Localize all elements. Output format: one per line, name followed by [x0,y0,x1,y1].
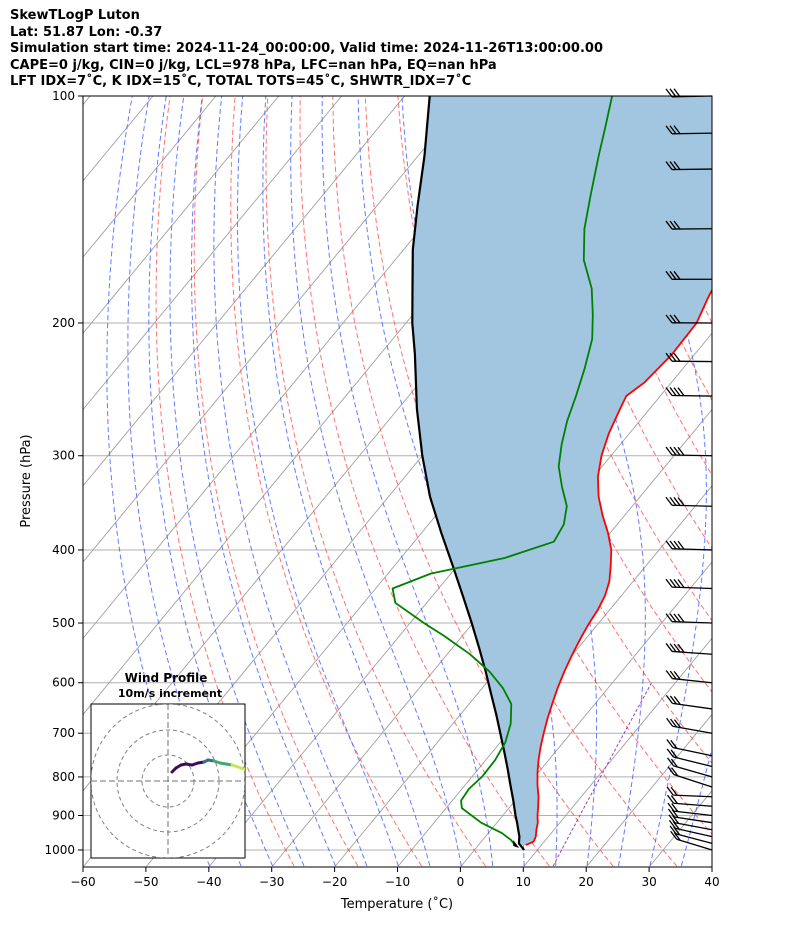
y-tick-label: 200 [52,316,75,330]
dry-adiabat-line [230,96,423,867]
isotherm-line [586,713,712,867]
x-tick-label: −30 [259,875,284,889]
x-tick-label: −60 [70,875,95,889]
wind-barb [667,794,713,807]
wind-barb [665,270,713,280]
x-tick-label: −50 [133,875,158,889]
isotherm-line [83,96,91,106]
moist-adiabat-line [169,96,305,867]
indices-label-1: CAPE=0 j/kg, CIN=0 j/kg, LCL=978 hPa, LF… [10,57,497,73]
wind-barb [666,786,713,798]
isotherm-line [83,96,405,487]
x-tick-label: −20 [322,875,347,889]
isotherm-line [776,96,794,866]
isotherm-line [523,637,712,867]
wind-barb [665,540,713,551]
moist-adiabat-line [321,96,494,867]
moist-adiabat-line [262,96,431,867]
x-tick-label: −10 [385,875,410,889]
wind-barb [665,352,713,363]
wind-barb [665,161,713,171]
wind-barb [666,748,713,768]
moist-adiabat-line [237,96,399,867]
y-tick-label: 100 [52,89,75,103]
wind-barb [665,496,713,507]
isotherm-line [460,561,712,867]
surface-marker [513,840,520,849]
wind-barb [665,643,713,655]
y-axis-label: Pressure (hPa) [19,434,34,527]
y-tick-label: 900 [52,808,75,822]
x-tick-label: 10 [516,875,531,889]
moist-adiabat-line [213,96,368,867]
wind-barb [667,766,713,788]
hodograph-title: Wind Profile [125,671,208,685]
moist-adiabat-line [290,96,462,867]
x-tick-label: 40 [704,875,719,889]
x-tick-label: 20 [579,875,594,889]
wind-barb [665,125,713,135]
wind-barb [665,314,713,324]
y-tick-label: 300 [52,449,75,463]
dry-adiabat-line [560,96,712,477]
dry-adiabat-line [397,96,712,835]
moist-adiabat-line [713,96,794,866]
mixing-ratio-line [552,682,653,867]
parcel-profile-line [411,96,525,851]
y-tick-label: 1000 [44,843,75,857]
isotherm-line [713,96,794,866]
wind-barb [665,694,713,710]
y-tick-label: 800 [52,770,75,784]
dry-adiabat-line [265,96,486,867]
dry-adiabat-line [193,96,359,867]
isotherm-line [83,96,217,258]
moist-adiabat-line [148,96,273,867]
wind-barb [667,757,713,778]
hodograph-subtitle: 10m/s increment [118,687,222,700]
x-tick-label: 0 [457,875,465,889]
dry-adiabat-line [299,96,550,867]
y-tick-label: 600 [52,676,75,690]
x-tick-label: −40 [196,875,221,889]
dry-adiabat-line [155,96,295,867]
x-axis-label: Temperature (˚C) [340,896,453,912]
isotherm-line [335,408,712,867]
wind-barb [665,446,713,457]
chart-title: SkewTLogP Luton [10,8,140,23]
moist-adiabat-line [190,96,336,867]
hodograph: Wind Profile 10m/s increment [90,671,246,859]
wind-barb [666,739,713,757]
wind-barb [665,387,713,397]
indices-label-2: LFT IDX=7˚C, K IDX=15˚C, TOTAL TOTS=45˚C… [10,74,472,89]
wind-barb [667,802,713,817]
dry-adiabat-line [756,96,794,866]
times-label: Simulation start time: 2024-11-24_00:00:… [10,41,603,56]
isotherm-line [83,96,280,335]
y-tick-label: 500 [52,616,75,630]
location-label: Lat: 51.87 Lon: -0.37 [10,24,163,40]
wind-barb [665,220,713,230]
moist-adiabat-line [618,96,707,867]
wind-barb [665,670,713,684]
isotherm-line [83,96,468,563]
wind-barb [665,613,713,624]
isotherm-line [83,96,343,411]
wind-barb [666,717,713,734]
x-tick-label: 30 [641,875,656,889]
temperature-profile-line [525,288,712,846]
y-tick-label: 700 [52,726,75,740]
dry-adiabat-line [789,96,794,866]
y-tick-label: 400 [52,543,75,557]
dry-adiabat-line [724,96,794,866]
cin-shaded-area [412,96,712,846]
wind-barb [665,578,713,590]
dry-adiabat-line [332,96,614,867]
dewpoint-profile-line [391,96,613,846]
